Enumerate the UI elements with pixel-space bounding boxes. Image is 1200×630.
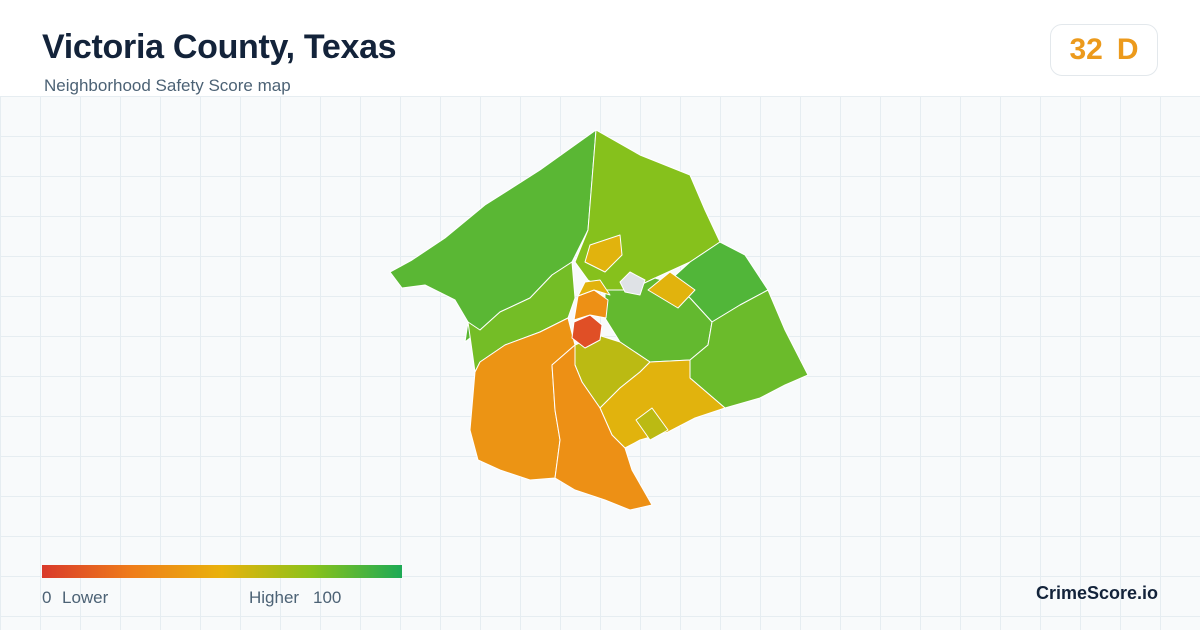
region-southeast[interactable] bbox=[599, 359, 726, 449]
legend-min: 0 bbox=[42, 588, 52, 607]
legend-gradient-bar bbox=[42, 565, 402, 578]
brand-logo: CrimeScore.io bbox=[1035, 583, 1158, 603]
legend-low-label: Lower bbox=[62, 588, 109, 607]
score-badge: 32 D bbox=[1050, 24, 1158, 76]
region-downtown-north[interactable] bbox=[577, 279, 611, 297]
region-north-inner[interactable] bbox=[584, 234, 623, 273]
legend-high-label: Higher bbox=[249, 588, 300, 607]
page-subtitle: Neighborhood Safety Score map bbox=[44, 76, 291, 95]
legend-max: 100 bbox=[313, 588, 342, 607]
region-south[interactable] bbox=[551, 344, 653, 511]
region-no-data bbox=[619, 271, 646, 296]
score-grade: D bbox=[1116, 33, 1139, 66]
score-value: 32 bbox=[1069, 33, 1103, 66]
region-east-pocket[interactable] bbox=[647, 271, 696, 309]
header-band bbox=[0, 0, 1200, 96]
downtown-core[interactable] bbox=[571, 279, 611, 349]
region-southeast-pocket[interactable] bbox=[635, 407, 669, 441]
page-title: Victoria County, Texas bbox=[42, 28, 397, 66]
